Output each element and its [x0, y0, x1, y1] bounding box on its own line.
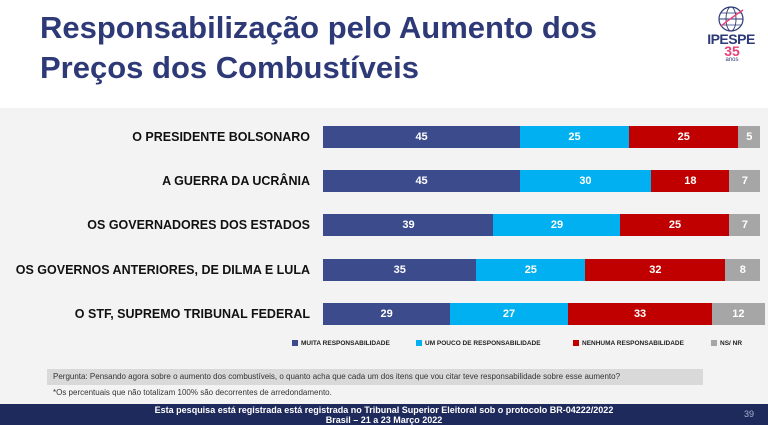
data-label: 30: [579, 175, 592, 187]
data-label: 29: [550, 219, 564, 231]
footer-date: Brasil – 21 a 23 Março 2022: [325, 415, 443, 425]
category-label: O STF, SUPREMO TRIBUNAL FEDERAL: [74, 307, 310, 321]
legend-label: NS/ NR: [720, 339, 743, 347]
data-label: 12: [732, 308, 745, 320]
data-label: 25: [524, 264, 537, 276]
globe-icon: [718, 6, 744, 32]
legend-label: MUITA RESPONSABILIDADE: [301, 339, 390, 347]
data-label: 18: [684, 175, 697, 187]
data-label: 39: [402, 219, 415, 231]
bar-segment-nenhuma: 32: [585, 259, 726, 281]
data-label: 5: [746, 131, 753, 143]
category-label: OS GOVERNOS ANTERIORES, DE DILMA E LULA: [15, 263, 310, 277]
bar-segment-muita: 45: [323, 170, 521, 192]
bar-segment-muita: 45: [323, 126, 521, 148]
data-label: 25: [677, 131, 690, 143]
legend-item: NS/ NR: [711, 337, 742, 349]
ipespe-logo: IPESPE 35 anos: [703, 4, 759, 74]
footer-bar: Esta pesquisa está registrada está regis…: [0, 404, 768, 425]
bar-segment-pouco: 25: [519, 126, 630, 148]
bar-segment-pouco: 27: [449, 303, 569, 325]
bar-segment-nsnr: 7: [729, 214, 761, 236]
data-label: 45: [415, 175, 428, 187]
page-title: Responsabilização pelo Aumento dos Preço…: [40, 8, 660, 88]
legend-swatch: [292, 340, 298, 346]
data-label: 7: [741, 175, 748, 187]
logo-anos: anos: [725, 57, 739, 63]
chart-background: [0, 108, 768, 404]
bar-segment-pouco: 29: [493, 214, 621, 236]
question-text: Pergunta: Pensando agora sobre o aumento…: [47, 369, 703, 385]
bar-segment-muita: 29: [323, 303, 451, 325]
bar-segment-pouco: 30: [519, 170, 652, 192]
bar-segment-nenhuma: 18: [650, 170, 730, 192]
logo-years: 35: [724, 43, 740, 59]
legend-swatch: [573, 340, 579, 346]
data-label: 32: [649, 264, 662, 276]
category-label: O PRESIDENTE BOLSONARO: [132, 130, 310, 144]
footer-registration: Esta pesquisa está registrada está regis…: [154, 405, 614, 415]
page-title-line-2: Preços dos Combustíveis: [40, 50, 420, 85]
bar-segment-pouco: 25: [475, 259, 586, 281]
bar-segment-nenhuma: 25: [620, 214, 730, 236]
bar-segment-nenhuma: 25: [628, 126, 739, 148]
data-label: 27: [502, 308, 516, 320]
page-number: 39: [743, 409, 754, 419]
data-label: 33: [633, 308, 647, 320]
bar-segment-nsnr: 5: [738, 126, 761, 148]
bar-segment-nsnr: 12: [711, 303, 765, 325]
legend-swatch: [416, 340, 422, 346]
data-label: 8: [739, 264, 746, 276]
category-label: A GUERRA DA UCRÂNIA: [162, 174, 310, 188]
legend-item: NENHUMA RESPONSABILIDADE: [573, 337, 684, 349]
legend-item: MUITA RESPONSABILIDADE: [292, 337, 390, 349]
bar-segment-nenhuma: 33: [567, 303, 713, 325]
bar-segment-muita: 35: [323, 259, 477, 281]
bar-segment-nsnr: 8: [725, 259, 761, 281]
page-title-line-1: Responsabilização pelo Aumento dos: [40, 10, 597, 45]
data-label: 25: [568, 131, 581, 143]
data-label: 45: [415, 131, 428, 143]
data-label: 7: [741, 219, 748, 231]
legend-label: NENHUMA RESPONSABILIDADE: [582, 339, 684, 347]
data-label: 35: [393, 264, 406, 276]
data-label: 29: [380, 308, 393, 320]
bar-segment-nsnr: 7: [729, 170, 761, 192]
data-label: 25: [668, 219, 682, 231]
rounding-note: *Os percentuais que não totalizam 100% s…: [53, 388, 332, 397]
bar-segment-muita: 39: [323, 214, 494, 236]
category-label: OS GOVERNADORES DOS ESTADOS: [87, 218, 310, 232]
legend-label: UM POUCO DE RESPONSABILIDADE: [425, 339, 541, 347]
logo-name: IPESPE: [707, 31, 755, 47]
legend-item: UM POUCO DE RESPONSABILIDADE: [416, 337, 541, 349]
legend-swatch: [711, 340, 717, 346]
